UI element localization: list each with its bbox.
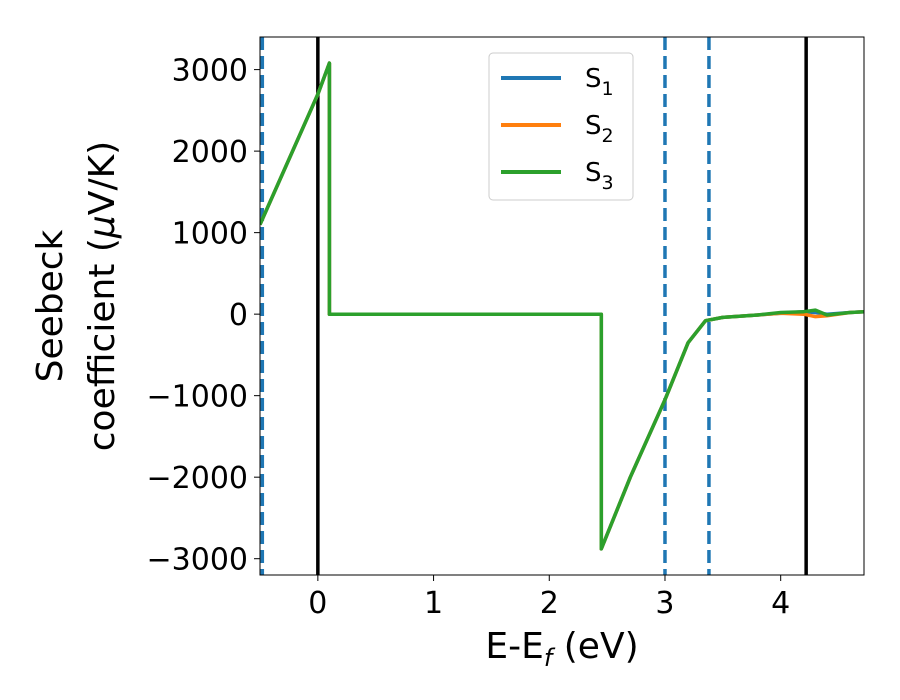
x-tick-label: 0 [308, 586, 327, 621]
x-tick-label: 4 [771, 586, 790, 621]
y-axis-title-mu: μ [82, 215, 123, 239]
legend-label-subscript: 2 [602, 125, 614, 147]
x-tick-label: 2 [540, 586, 559, 621]
x-axis-ticks: 0 1 2 3 4 [308, 575, 790, 621]
y-tick-label: 2000 [172, 135, 248, 170]
series-line-3 [260, 61, 864, 551]
legend-label-main: S [585, 158, 602, 188]
data-series-group [260, 61, 864, 551]
legend-label-3: S3 [585, 158, 614, 194]
legend-label-2: S2 [585, 111, 614, 147]
y-axis-title-text: coefficient ( [82, 238, 123, 451]
y-tick-label: −1000 [147, 380, 248, 415]
plot-frame [259, 36, 865, 576]
y-tick-label: −2000 [147, 461, 248, 496]
y-axis-ticks: −3000 −2000 −1000 0 1000 2000 3000 [147, 54, 260, 578]
legend-label-1: S1 [585, 64, 614, 100]
y-axis-title-line2: coefficient (μV/K) [82, 141, 123, 451]
y-axis-title-line1: Seebeck [30, 229, 71, 382]
y-tick-label: 1000 [172, 217, 248, 252]
legend-label-subscript: 3 [602, 172, 614, 194]
legend-label-main: S [585, 111, 602, 141]
y-tick-label: 3000 [172, 54, 248, 89]
legend-label-main: S [585, 64, 602, 94]
y-axis-title-unit: V/K) [82, 141, 123, 215]
y-tick-label: −3000 [147, 543, 248, 578]
x-axis-title-unit: (eV) [552, 626, 638, 667]
vertical-reference-lines [260, 37, 808, 575]
x-tick-label: 3 [655, 586, 674, 621]
x-axis-title-main: E-E [485, 626, 543, 667]
legend-label-subscript: 1 [602, 78, 614, 100]
x-axis-title: E-Ef (eV) [485, 626, 638, 672]
x-tick-label: 1 [424, 586, 443, 621]
y-tick-label: 0 [229, 298, 248, 333]
